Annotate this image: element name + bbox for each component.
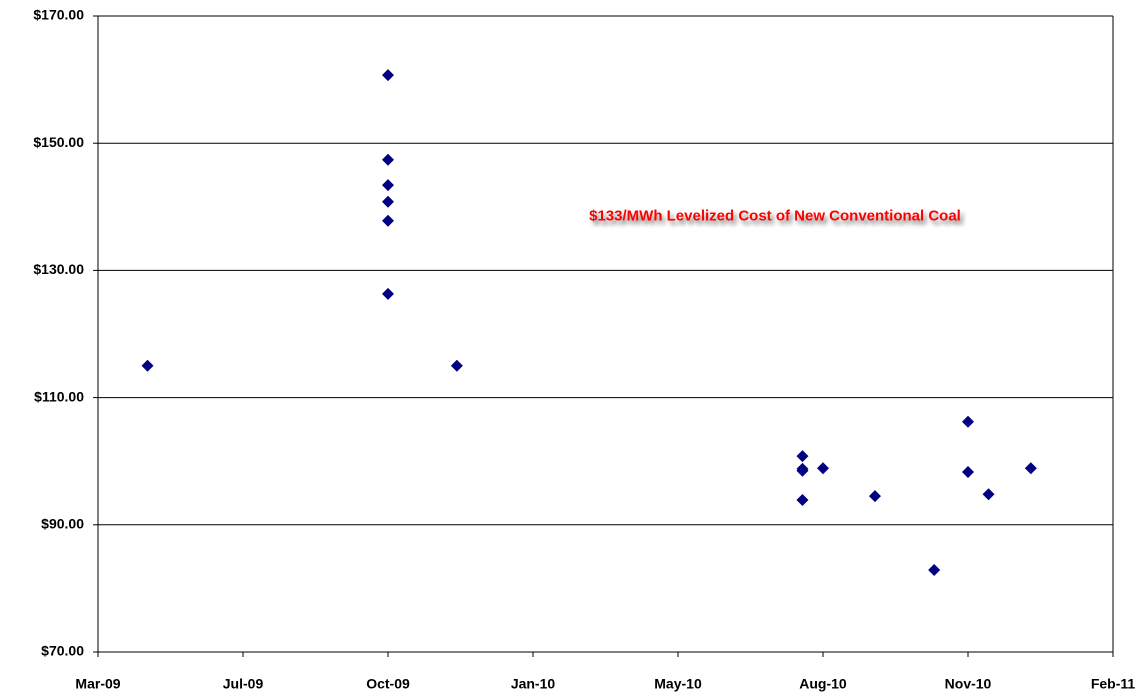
point (928, 563, 941, 576)
point (141, 359, 154, 372)
y-tick-label: $70.00 (41, 643, 84, 659)
point (982, 488, 995, 501)
y-tick-label: $150.00 (33, 134, 84, 150)
point (382, 179, 394, 192)
x-tick-label: Nov-10 (945, 676, 992, 692)
point (382, 287, 394, 300)
x-tick-label: Aug-10 (799, 676, 847, 692)
x-tick-label: Mar-09 (75, 676, 120, 692)
y-tick-label: $170.00 (33, 7, 84, 23)
point (796, 450, 809, 463)
y-tick-label: $110.00 (34, 388, 84, 404)
x-tick-label: Oct-09 (366, 676, 410, 692)
point (962, 415, 974, 428)
point (868, 490, 881, 503)
point (962, 466, 974, 479)
point (382, 195, 394, 208)
point (1024, 462, 1037, 475)
point (382, 153, 394, 166)
x-tick-label: Feb-11 (1091, 676, 1136, 692)
y-tick-label: $90.00 (41, 516, 84, 532)
x-tick-label: May-10 (654, 676, 702, 692)
point (796, 464, 809, 477)
x-tick-label: Jan-10 (511, 676, 556, 692)
point (796, 493, 809, 506)
point (382, 214, 394, 227)
y-tick-label: $130.00 (33, 261, 84, 277)
reference-label: $133/MWh Levelized Cost of New Conventio… (589, 207, 961, 224)
point (382, 69, 394, 82)
point (450, 359, 463, 372)
x-tick-label: Jul-09 (223, 676, 264, 692)
point (817, 462, 829, 475)
